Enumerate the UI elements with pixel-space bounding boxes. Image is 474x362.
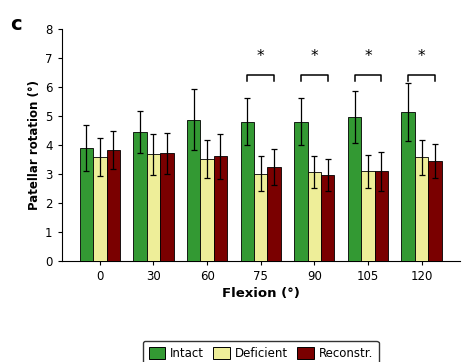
Bar bbox=[187, 119, 201, 261]
Bar bbox=[374, 172, 388, 261]
Bar bbox=[80, 148, 93, 261]
Bar bbox=[107, 150, 120, 261]
Text: *: * bbox=[257, 49, 264, 64]
Bar bbox=[214, 156, 227, 261]
Bar bbox=[348, 117, 361, 261]
Bar bbox=[267, 167, 281, 261]
Bar bbox=[308, 172, 321, 261]
Bar bbox=[93, 157, 107, 261]
Bar bbox=[133, 132, 147, 261]
Bar bbox=[428, 161, 442, 261]
Text: *: * bbox=[310, 49, 318, 64]
Bar bbox=[147, 154, 160, 261]
Bar bbox=[160, 153, 173, 261]
Text: *: * bbox=[418, 49, 425, 64]
Text: c: c bbox=[10, 15, 21, 34]
Bar bbox=[201, 159, 214, 261]
Text: *: * bbox=[364, 49, 372, 64]
Bar bbox=[401, 112, 415, 261]
X-axis label: Flexion (°): Flexion (°) bbox=[222, 287, 300, 300]
Bar bbox=[294, 122, 308, 261]
Bar bbox=[241, 122, 254, 261]
Bar bbox=[415, 157, 428, 261]
Legend: Intact, Deficient, Reconstr.: Intact, Deficient, Reconstr. bbox=[143, 341, 379, 362]
Bar bbox=[361, 172, 374, 261]
Bar bbox=[254, 174, 267, 261]
Bar bbox=[321, 174, 335, 261]
Y-axis label: Patellar rotation (°): Patellar rotation (°) bbox=[28, 80, 41, 210]
